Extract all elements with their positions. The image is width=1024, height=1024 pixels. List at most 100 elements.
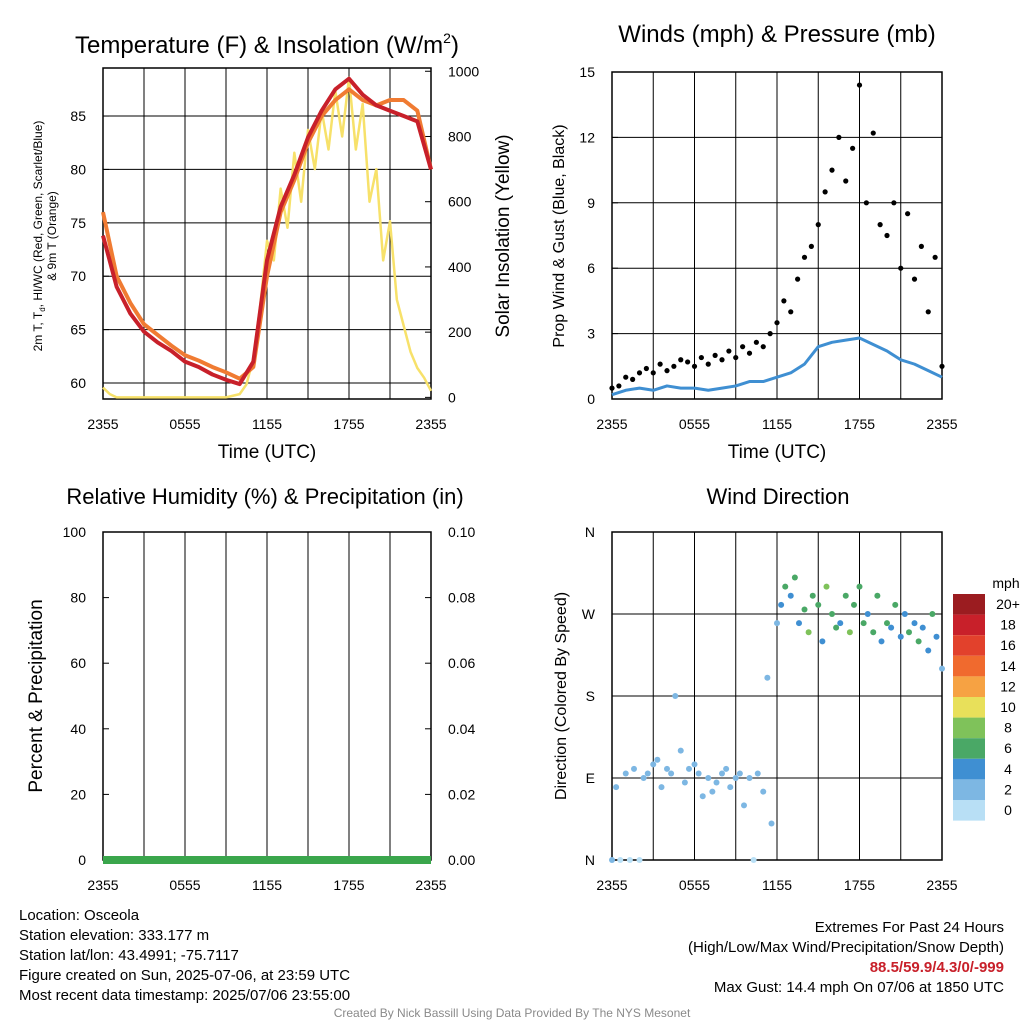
extremes-values: 88.5/59.9/4.3/0/-999 xyxy=(869,959,1004,976)
direction-point xyxy=(650,761,657,768)
direction-point xyxy=(819,638,826,645)
gust-point xyxy=(815,222,821,228)
chart-title: Relative Humidity (%) & Precipitation (i… xyxy=(66,484,463,509)
y-tick-label: 15 xyxy=(579,64,595,80)
x-tick-label: 1755 xyxy=(333,416,364,432)
y2-tick-label: 0.06 xyxy=(448,655,475,671)
y-tick-label: W xyxy=(582,606,596,622)
y-tick-label: 100 xyxy=(63,524,87,540)
y-tick-label: 40 xyxy=(70,721,86,737)
y-tick-label: 75 xyxy=(70,215,86,231)
x-tick-label: 1155 xyxy=(252,416,282,432)
y-tick-label: 12 xyxy=(579,129,595,145)
legend-swatch xyxy=(953,717,985,739)
direction-point xyxy=(617,857,624,863)
gust-point xyxy=(733,354,739,361)
y-tick-label: 80 xyxy=(70,590,86,606)
gust-point xyxy=(918,243,924,249)
x-tick-label: 1755 xyxy=(844,877,875,893)
chart-title: Wind Direction xyxy=(706,484,849,509)
gust-point xyxy=(905,211,911,217)
direction-point xyxy=(732,775,739,781)
gust-point xyxy=(925,309,931,315)
gust-point xyxy=(650,370,656,376)
direction-point xyxy=(919,624,926,631)
direction-point xyxy=(805,629,812,636)
direction-point xyxy=(768,820,775,827)
legend-label: 18 xyxy=(1000,617,1016,633)
gust-point xyxy=(760,344,766,350)
x-tick-label: 0555 xyxy=(169,416,200,432)
legend-swatch xyxy=(953,697,985,718)
y2-tick-label: 800 xyxy=(448,128,472,144)
direction-point xyxy=(681,779,688,786)
direction-point xyxy=(654,756,661,763)
legend-label: 20+ xyxy=(996,596,1020,612)
legend-swatch xyxy=(953,635,985,656)
y-tick-label: 9 xyxy=(587,195,595,211)
winds-panel: 0 3 6 9 12 15 2355 0555 1155 1755 2355 Winds (mph) … xyxy=(551,21,958,463)
y-tick-label: 70 xyxy=(70,268,86,284)
direction-point xyxy=(609,857,615,863)
legend-label: 12 xyxy=(1000,678,1016,694)
gust-point xyxy=(685,359,691,365)
x-tick-label: 1155 xyxy=(762,877,792,893)
x-tick-label: 0555 xyxy=(679,877,710,893)
direction-point xyxy=(870,629,877,636)
gust-point xyxy=(863,200,869,206)
legend-swatch xyxy=(953,800,985,821)
gust-point xyxy=(891,200,897,206)
x-axis-title: Time (UTC) xyxy=(218,442,317,463)
direction-point xyxy=(815,601,822,608)
wind-line xyxy=(611,336,943,397)
y2-tick-label: 0.04 xyxy=(448,721,475,737)
direction-point xyxy=(801,606,808,613)
y-tick-label: 0 xyxy=(78,852,86,868)
y-axis-title: Direction (Colored By Speed) xyxy=(553,592,570,800)
legend-label: 0 xyxy=(1004,802,1012,818)
y2-tick-label: 400 xyxy=(448,259,472,275)
direction-point xyxy=(892,601,899,608)
speed-legend: mph 20+ 18 16 14 12 10 8 6 4 2 0 xyxy=(953,575,1020,821)
gust-point xyxy=(801,254,808,260)
legend-title: mph xyxy=(992,575,1019,591)
direction-point xyxy=(846,629,853,636)
direction-point xyxy=(658,784,665,791)
direction-point xyxy=(760,788,767,795)
gust-point xyxy=(691,363,698,369)
direction-point xyxy=(741,802,747,809)
legend-label: 4 xyxy=(1004,761,1012,777)
direction-point xyxy=(695,770,702,777)
y-tick-label: 6 xyxy=(587,260,595,276)
y-tick-label: 3 xyxy=(587,326,595,342)
direction-point xyxy=(727,784,734,791)
direction-point xyxy=(699,793,706,800)
direction-point xyxy=(809,592,816,599)
legend-label: 6 xyxy=(1004,740,1012,756)
x-tick-label: 0555 xyxy=(169,877,200,893)
gust-point xyxy=(898,265,904,271)
gust-point xyxy=(712,352,718,358)
direction-point xyxy=(939,665,945,672)
gust-point xyxy=(795,276,801,282)
temperature-panel: 60 65 70 75 80 85 0 200 400 600 800 1000 2355 0555 115… xyxy=(31,30,514,463)
y-axis-title: Percent & Precipitation xyxy=(26,599,47,792)
title-end: ) xyxy=(451,32,459,59)
y-axis-title: Prop Wind & Gust (Blue, Black) xyxy=(551,124,568,347)
extremes-title: Extremes For Past 24 Hours xyxy=(814,919,1004,936)
direction-point xyxy=(901,611,908,617)
y2-tick-label: 600 xyxy=(448,194,472,210)
x-tick-label: 2355 xyxy=(596,877,627,893)
legend-label: 10 xyxy=(1000,699,1016,715)
gust-point xyxy=(726,348,732,354)
gust-point xyxy=(822,189,828,195)
y-tick-label: 60 xyxy=(70,375,86,391)
direction-point xyxy=(933,633,940,640)
station-location: Location: Osceola xyxy=(19,907,140,924)
y-tick-label: E xyxy=(586,770,595,786)
y-tick-label: S xyxy=(586,688,595,704)
figure-created: Figure created on Sun, 2025-07-06, at 23… xyxy=(19,967,351,984)
gust-point xyxy=(630,376,636,382)
gust-point xyxy=(774,320,780,326)
